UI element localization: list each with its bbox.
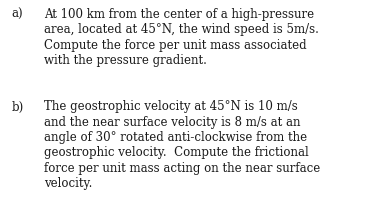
Text: b): b) bbox=[11, 100, 24, 113]
Text: Compute the force per unit mass associated: Compute the force per unit mass associat… bbox=[44, 38, 306, 51]
Text: and the near surface velocity is 8 m/s at an: and the near surface velocity is 8 m/s a… bbox=[44, 115, 300, 128]
Text: angle of 30° rotated anti-clockwise from the: angle of 30° rotated anti-clockwise from… bbox=[44, 130, 307, 143]
Text: At 100 km from the center of a high-pressure: At 100 km from the center of a high-pres… bbox=[44, 8, 314, 21]
Text: The geostrophic velocity at 45°N is 10 m/s: The geostrophic velocity at 45°N is 10 m… bbox=[44, 100, 298, 113]
Text: geostrophic velocity.  Compute the frictional: geostrophic velocity. Compute the fricti… bbox=[44, 146, 309, 159]
Text: a): a) bbox=[11, 8, 23, 21]
Text: with the pressure gradient.: with the pressure gradient. bbox=[44, 54, 207, 67]
Text: area, located at 45°N, the wind speed is 5m/s.: area, located at 45°N, the wind speed is… bbox=[44, 23, 318, 36]
Text: force per unit mass acting on the near surface: force per unit mass acting on the near s… bbox=[44, 161, 320, 174]
Text: velocity.: velocity. bbox=[44, 176, 92, 189]
